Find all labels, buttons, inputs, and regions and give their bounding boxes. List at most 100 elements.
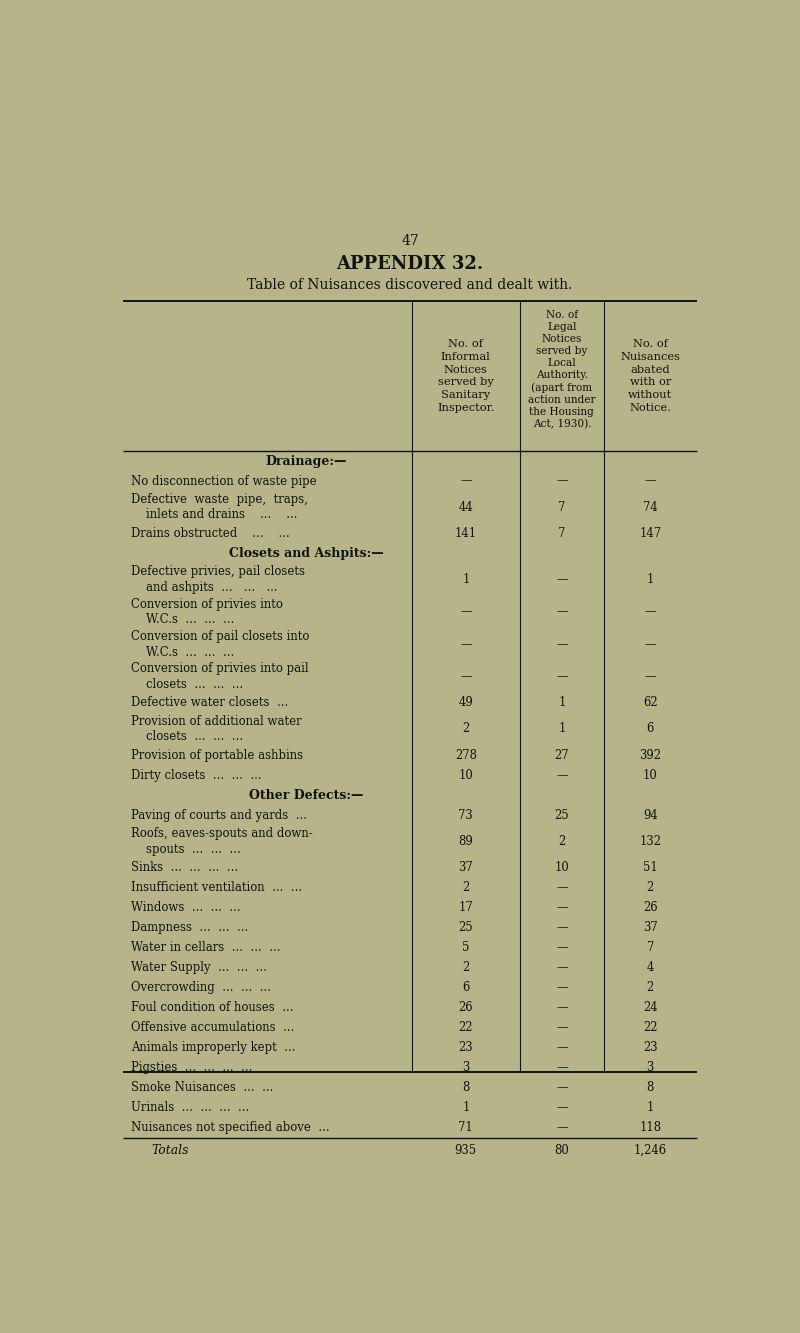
- Text: Conversion of privies into
    W.C.s  ...  ...  ...: Conversion of privies into W.C.s ... ...…: [131, 597, 283, 627]
- Text: Provision of additional water
    closets  ...  ...  ...: Provision of additional water closets ..…: [131, 714, 302, 744]
- Text: 8: 8: [646, 1081, 654, 1094]
- Text: 62: 62: [643, 696, 658, 709]
- Text: —: —: [556, 1121, 568, 1134]
- Text: —: —: [556, 981, 568, 994]
- Text: Dirty closets  ...  ...  ...: Dirty closets ... ... ...: [131, 769, 262, 781]
- Text: 47: 47: [401, 233, 419, 248]
- Text: Defective privies, pail closets
    and ashpits  ...   ...   ...: Defective privies, pail closets and ashp…: [131, 565, 305, 595]
- Text: 2: 2: [462, 722, 470, 736]
- Text: 8: 8: [462, 1081, 470, 1094]
- Text: —: —: [460, 605, 472, 619]
- Text: 27: 27: [554, 749, 570, 761]
- Text: —: —: [556, 605, 568, 619]
- Text: —: —: [645, 670, 656, 682]
- Text: 7: 7: [646, 941, 654, 954]
- Text: Closets and Ashpits:—: Closets and Ashpits:—: [229, 547, 383, 560]
- Text: 7: 7: [558, 527, 566, 540]
- Text: APPENDIX 32.: APPENDIX 32.: [336, 255, 484, 273]
- Text: 2: 2: [462, 961, 470, 974]
- Text: 1,246: 1,246: [634, 1144, 667, 1157]
- Text: Animals improperly kept  ...: Animals improperly kept ...: [131, 1041, 295, 1054]
- Text: 392: 392: [639, 749, 662, 761]
- Text: Water in cellars  ...  ...  ...: Water in cellars ... ... ...: [131, 941, 281, 954]
- Text: —: —: [556, 1041, 568, 1054]
- Text: —: —: [556, 1101, 568, 1114]
- Text: 2: 2: [462, 881, 470, 894]
- Text: 37: 37: [643, 921, 658, 934]
- Text: 1: 1: [558, 696, 566, 709]
- Text: 3: 3: [646, 1061, 654, 1074]
- Text: 51: 51: [643, 861, 658, 874]
- Text: 2: 2: [646, 981, 654, 994]
- Text: 10: 10: [458, 769, 473, 781]
- Text: Nuisances not specified above  ...: Nuisances not specified above ...: [131, 1121, 330, 1134]
- Text: Insufficient ventilation  ...  ...: Insufficient ventilation ... ...: [131, 881, 302, 894]
- Text: 26: 26: [643, 901, 658, 914]
- Text: —: —: [556, 1061, 568, 1074]
- Text: 6: 6: [462, 981, 470, 994]
- Text: 25: 25: [554, 809, 570, 821]
- Text: No disconnection of waste pipe: No disconnection of waste pipe: [131, 475, 317, 488]
- Text: 80: 80: [554, 1144, 570, 1157]
- Text: 118: 118: [639, 1121, 662, 1134]
- Text: 147: 147: [639, 527, 662, 540]
- Text: No. of
Informal
Notices
served by
Sanitary
Inspector.: No. of Informal Notices served by Sanita…: [437, 339, 494, 413]
- Text: 2: 2: [646, 881, 654, 894]
- Text: 89: 89: [458, 834, 473, 848]
- Text: —: —: [645, 475, 656, 488]
- Text: 1: 1: [462, 573, 470, 587]
- Text: 24: 24: [643, 1001, 658, 1014]
- Text: 44: 44: [458, 501, 473, 513]
- Text: 935: 935: [454, 1144, 477, 1157]
- Text: —: —: [556, 1081, 568, 1094]
- Text: 10: 10: [643, 769, 658, 781]
- Text: 4: 4: [646, 961, 654, 974]
- Text: 49: 49: [458, 696, 473, 709]
- Text: 22: 22: [458, 1021, 473, 1034]
- Text: 1: 1: [646, 573, 654, 587]
- Text: Windows  ...  ...  ...: Windows ... ... ...: [131, 901, 241, 914]
- Text: 1: 1: [646, 1101, 654, 1114]
- Text: Conversion of privies into pail
    closets  ...  ...  ...: Conversion of privies into pail closets …: [131, 663, 309, 690]
- Text: —: —: [556, 475, 568, 488]
- Text: Smoke Nuisances  ...  ...: Smoke Nuisances ... ...: [131, 1081, 274, 1094]
- Text: Totals: Totals: [151, 1144, 189, 1157]
- Text: —: —: [645, 605, 656, 619]
- Text: —: —: [556, 901, 568, 914]
- Text: Water Supply  ...  ...  ...: Water Supply ... ... ...: [131, 961, 267, 974]
- Text: No. of
Legal
Notices
served by
Local
Authority.
(apart from
action under
the Hou: No. of Legal Notices served by Local Aut…: [528, 311, 596, 429]
- Text: Paving of courts and yards  ...: Paving of courts and yards ...: [131, 809, 307, 821]
- Text: —: —: [556, 881, 568, 894]
- Text: 1: 1: [558, 722, 566, 736]
- Text: Offensive accumulations  ...: Offensive accumulations ...: [131, 1021, 294, 1034]
- Text: Other Defects:—: Other Defects:—: [249, 789, 363, 801]
- Text: 73: 73: [458, 809, 473, 821]
- Text: 141: 141: [454, 527, 477, 540]
- Text: 23: 23: [458, 1041, 473, 1054]
- Text: 2: 2: [558, 834, 566, 848]
- Text: —: —: [556, 921, 568, 934]
- Text: 74: 74: [643, 501, 658, 513]
- Text: No. of
Nuisances
abated
with or
without
Notice.: No. of Nuisances abated with or without …: [620, 339, 680, 413]
- Text: —: —: [556, 941, 568, 954]
- Text: Defective  waste  pipe,  traps,
    inlets and drains    ...    ...: Defective waste pipe, traps, inlets and …: [131, 493, 308, 521]
- Text: Urinals  ...  ...  ...  ...: Urinals ... ... ... ...: [131, 1101, 250, 1114]
- Text: 22: 22: [643, 1021, 658, 1034]
- Text: 25: 25: [458, 921, 473, 934]
- Text: Provision of portable ashbins: Provision of portable ashbins: [131, 749, 303, 761]
- Text: —: —: [556, 769, 568, 781]
- Text: —: —: [645, 637, 656, 651]
- Text: 17: 17: [458, 901, 473, 914]
- Text: Dampness  ...  ...  ...: Dampness ... ... ...: [131, 921, 248, 934]
- Text: —: —: [460, 637, 472, 651]
- Text: 1: 1: [462, 1101, 470, 1114]
- Text: —: —: [556, 1001, 568, 1014]
- Text: 5: 5: [462, 941, 470, 954]
- Text: Roofs, eaves-spouts and down-
    spouts  ...  ...  ...: Roofs, eaves-spouts and down- spouts ...…: [131, 828, 313, 856]
- Text: 37: 37: [458, 861, 473, 874]
- Text: Sinks  ...  ...  ...  ...: Sinks ... ... ... ...: [131, 861, 238, 874]
- Text: 94: 94: [643, 809, 658, 821]
- Text: Drainage:—: Drainage:—: [266, 455, 347, 468]
- Text: 3: 3: [462, 1061, 470, 1074]
- Text: 132: 132: [639, 834, 662, 848]
